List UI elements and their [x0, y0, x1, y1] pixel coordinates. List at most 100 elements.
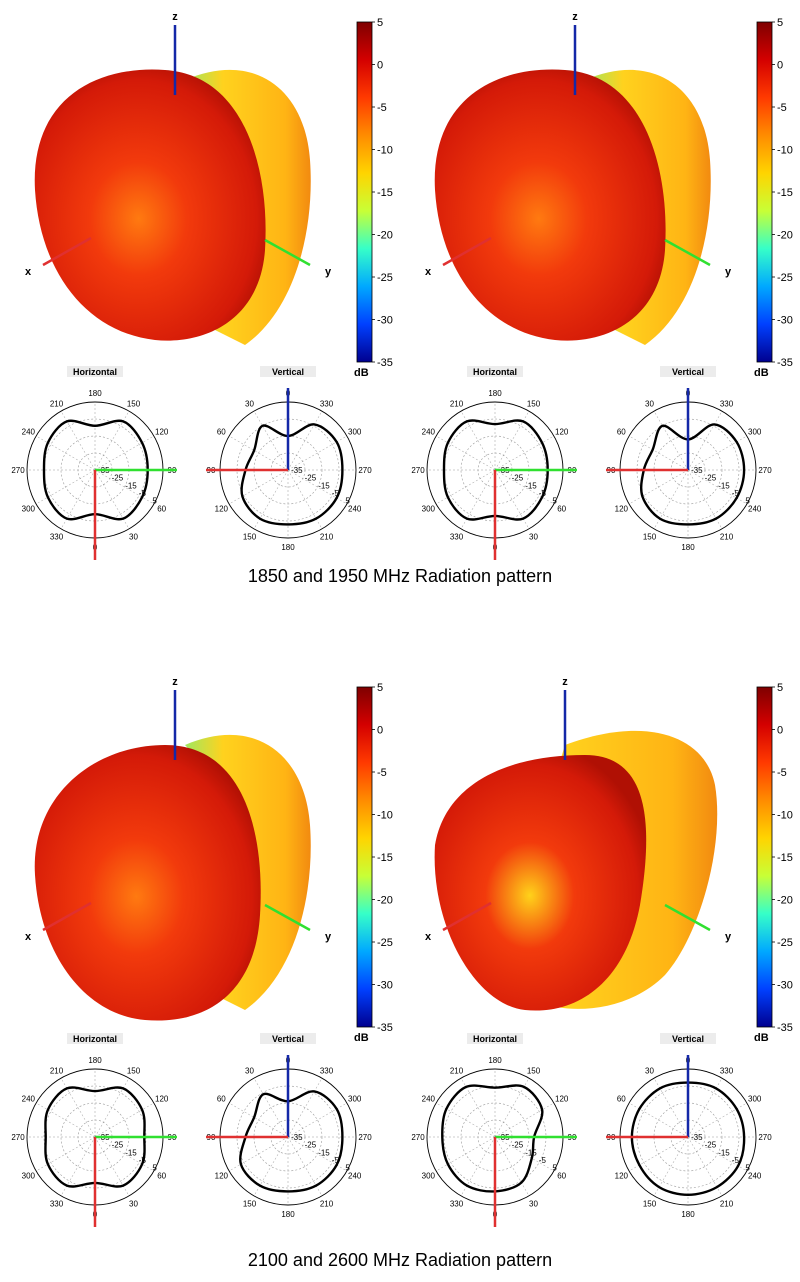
y-axis-label: y: [725, 931, 732, 943]
colorbar-tick-label: 0: [777, 725, 783, 737]
polar-angle-label: 330: [450, 533, 464, 542]
polar-radial-label: -25: [512, 474, 524, 483]
polar-title: Vertical: [672, 1034, 704, 1044]
polar-title: Vertical: [672, 367, 704, 377]
colorbar-tick-label: -35: [377, 1022, 393, 1034]
colorbar-tick-label: 0: [377, 725, 383, 737]
polar-radial-label: -35: [291, 466, 303, 475]
polar-angle-label: 270: [358, 1133, 372, 1142]
polar-angle-label: 120: [155, 1095, 169, 1104]
polar-angle-label: 330: [720, 1066, 734, 1075]
polar-radial-label: -15: [318, 1148, 330, 1157]
z-axis-label: z: [172, 11, 178, 23]
colorbar-tick-label: 5: [777, 682, 783, 694]
colorbar-tick-label: -30: [377, 980, 393, 992]
polar-angle-label: 300: [748, 428, 762, 437]
polar-angle-label: 120: [615, 1172, 629, 1181]
polar-angle-label: 330: [450, 1200, 464, 1209]
polar-angle-label: 180: [88, 389, 102, 398]
polar-title: Horizontal: [473, 367, 517, 377]
polar-angle-label: 210: [720, 1200, 734, 1209]
polar-pattern-line: [630, 1081, 746, 1197]
polar-radial-label: -35: [691, 1133, 703, 1142]
colorbar-tick-label: -30: [377, 315, 393, 327]
polar-angle-label: 60: [617, 428, 626, 437]
polar-angle-label: 60: [617, 1095, 626, 1104]
polar-angle-label: 60: [217, 428, 226, 437]
front-lobe: [434, 755, 647, 1011]
polar-angle-label: 30: [245, 399, 254, 408]
polar-angle-label: 330: [50, 1200, 64, 1209]
polar-radial-label: -15: [525, 481, 537, 490]
colorbar-tick-label: 5: [777, 17, 783, 29]
colorbar-unit-label: dB: [354, 1032, 369, 1044]
vertical-polar-plot-6: Vertical0330300270240210180150120906030-…: [206, 1033, 372, 1219]
polar-angle-label: 300: [422, 1172, 436, 1181]
polar-angle-label: 180: [88, 1056, 102, 1065]
colorbar-tick-label: 5: [377, 682, 383, 694]
polar-angle-label: 300: [748, 1095, 762, 1104]
polar-angle-label: 210: [450, 1066, 464, 1075]
polar-radial-label: 5: [345, 497, 350, 506]
polar-angle-label: 30: [129, 533, 138, 542]
polar-radial-label: 5: [745, 1164, 750, 1173]
polar-angle-label: 210: [50, 399, 64, 408]
colorbar-unit-label: dB: [754, 1032, 769, 1044]
polar-angle-label: 240: [348, 1172, 362, 1181]
polar-angle-label: 150: [243, 533, 257, 542]
polar-angle-label: 300: [348, 1095, 362, 1104]
polar-title: Horizontal: [473, 1034, 517, 1044]
y-axis-line: [664, 238, 711, 267]
polar-radial-label: -5: [732, 489, 740, 498]
polar-angle-label: 330: [50, 533, 64, 542]
polar-angle-label: 120: [215, 1172, 229, 1181]
colorbar-tick-label: -25: [377, 272, 393, 284]
colorbar: [756, 21, 773, 363]
colorbar-unit-label: dB: [354, 367, 369, 379]
polar-angle-label: 180: [488, 389, 502, 398]
colorbar-unit-label: dB: [754, 367, 769, 379]
polar-angle-label: 60: [557, 1172, 566, 1181]
polar-radial-label: -5: [539, 1156, 547, 1165]
polar-radial-label: -5: [332, 489, 340, 498]
polar-angle-label: 270: [358, 466, 372, 475]
z-axis-label: z: [572, 11, 578, 23]
colorbar-tick-label: -20: [777, 230, 793, 242]
y-axis-label: y: [725, 266, 732, 278]
polar-pattern-line: [240, 423, 344, 526]
colorbar-tick-label: -20: [377, 895, 393, 907]
polar-title: Horizontal: [73, 367, 117, 377]
polar-angle-label: 180: [681, 1210, 695, 1219]
horizontal-polar-plot-5: Horizontal180150120906030033030027024021…: [11, 1033, 177, 1227]
colorbar-tick-label: 0: [777, 60, 783, 72]
polar-angle-label: 300: [348, 428, 362, 437]
polar-angle-label: 180: [681, 543, 695, 552]
vertical-polar-plot-4: Vertical0330300270240210180150120906030-…: [606, 366, 772, 552]
x-axis-line: [442, 236, 492, 267]
colorbar-tick-label: -35: [377, 357, 393, 369]
x-axis-line: [42, 236, 92, 267]
polar-angle-label: 240: [748, 505, 762, 514]
polar-radial-label: -25: [112, 1141, 124, 1150]
polar-angle-label: 180: [281, 543, 295, 552]
polar-angle-label: 270: [411, 466, 425, 475]
polar-angle-label: 210: [320, 1200, 334, 1209]
polar-radial-label: -15: [318, 481, 330, 490]
colorbar-tick-label: -5: [377, 102, 387, 114]
polar-title: Horizontal: [73, 1034, 117, 1044]
polar-radial-label: -15: [125, 1148, 137, 1157]
colorbar-tick-label: -15: [377, 852, 393, 864]
colorbar: [356, 21, 373, 363]
colorbar-tick-label: -15: [777, 852, 793, 864]
polar-radial-label: -35: [291, 1133, 303, 1142]
polar-radial-label: -15: [125, 481, 137, 490]
polar-radial-label: -25: [512, 1141, 524, 1150]
x-axis-line: [42, 901, 92, 932]
colorbar-tick-label: -10: [377, 145, 393, 157]
polar-angle-label: 30: [529, 533, 538, 542]
polar-angle-label: 150: [643, 533, 657, 542]
colorbar-tick-label: -25: [777, 937, 793, 949]
polar-angle-label: 60: [157, 505, 166, 514]
x-axis-label: x: [25, 931, 32, 943]
polar-angle-label: 60: [557, 505, 566, 514]
